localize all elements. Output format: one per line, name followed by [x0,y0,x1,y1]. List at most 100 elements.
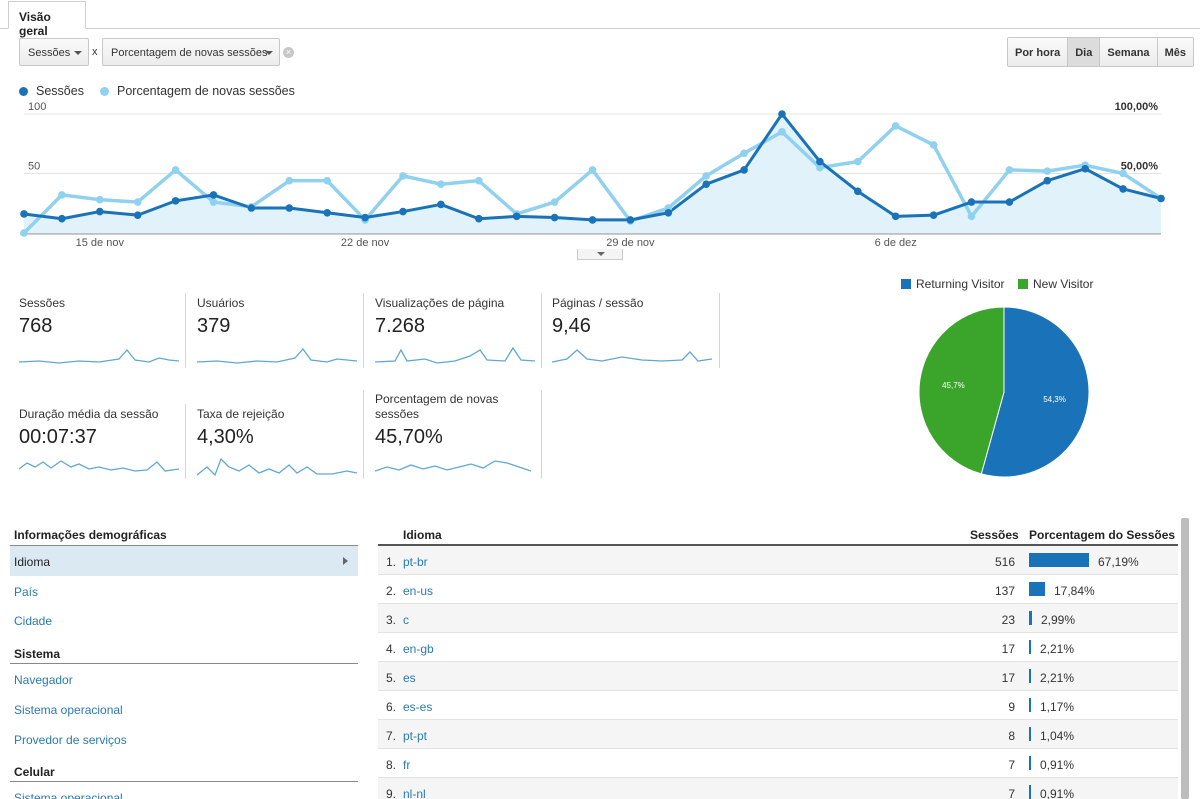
tab-overview[interactable]: Visão geral [8,1,86,38]
divider [185,293,186,368]
metric-avg-session-duration[interactable]: Duração média da sessão 00:07:37 [19,407,189,477]
legend-sessions[interactable]: Sessões [19,84,84,98]
legend-returning-visitor[interactable]: Returning Visitor [901,277,1005,291]
metric-value: 768 [19,315,53,337]
metric-pageviews[interactable]: Visualizações de página 7.268 [375,296,545,366]
table-row[interactable]: 4. en-gb 17 2,21% [378,633,1178,662]
language-link[interactable]: nl-nl [403,787,426,799]
sparkline [552,349,712,363]
language-link[interactable]: es [403,671,416,685]
metric-label: Visualizações de página [375,296,505,310]
data-point-sessions [475,214,483,223]
row-number: 2. [386,584,397,598]
column-header-sessions[interactable]: Sessões [970,528,1019,542]
language-link[interactable]: pt-pt [403,729,428,743]
language-link[interactable]: fr [403,758,411,772]
nav-item-city[interactable]: Cidade [14,614,53,628]
metric-users[interactable]: Usuários 379 [197,296,367,366]
x-axis-tick-label: 15 de nov [76,237,125,249]
chart-collapse-handle[interactable] [577,249,623,260]
metric-bounce-rate[interactable]: Taxa de rejeição 4,30% [197,407,367,477]
period-toggle: Por hora Dia Semana Mês [1007,37,1194,67]
metric-value: 9,46 [552,315,591,337]
row-number: 6. [386,700,397,714]
chevron-down-icon [265,51,273,55]
pie-slice-label: 54,3% [1043,395,1066,404]
legend-swatch-icon [1018,279,1028,289]
legend-new-sessions[interactable]: Porcentagem de novas sessões [100,84,295,98]
table-row[interactable]: 1. pt-br 516 67,19% [378,546,1178,575]
language-link[interactable]: en-gb [403,642,434,656]
row-number: 4. [386,642,397,656]
period-button-day[interactable]: Dia [1068,38,1101,66]
chevron-right-icon [343,557,348,565]
metric-pages-per-session[interactable]: Páginas / sessão 9,46 [552,296,722,366]
series-dot-icon [19,86,28,96]
y-axis-tick-label: 100 [28,101,46,113]
language-link[interactable]: es-es [403,700,433,714]
table-row[interactable]: 2. en-us 137 17,84% [378,575,1178,604]
divider [10,545,358,546]
data-point-new-sessions [399,172,407,180]
visitor-type-pie-chart[interactable]: 54,3% 45,7% [915,305,1095,485]
divider [363,293,364,368]
data-point-sessions [20,210,28,218]
x-axis-tick-label: 22 de nov [341,237,390,249]
nav-item-service-provider[interactable]: Provedor de serviços [14,733,127,747]
language-link[interactable]: pt-br [403,555,428,569]
share-bar [1029,785,1031,799]
x-axis-tick-label: 29 de nov [606,237,655,249]
table-row[interactable]: 5. es 17 2,21% [378,662,1178,691]
column-header-language[interactable]: Idioma [403,528,442,542]
metric-value: 4,30% [197,426,254,448]
sparkline [375,460,532,472]
data-point-sessions [1043,176,1052,185]
table-row[interactable]: 7. pt-pt 8 1,04% [378,720,1178,749]
data-point-new-sessions [740,149,748,158]
scrollbar[interactable] [1181,518,1189,799]
table-row[interactable]: 9. nl-nl 7 0,91% [378,778,1178,799]
metric-value: 7.268 [375,315,426,337]
data-point-new-sessions [816,163,824,172]
divider [185,404,186,479]
clear-icon[interactable]: × [283,47,294,58]
row-number: 9. [386,787,397,799]
sessions-value: 7 [1008,758,1015,772]
divider [10,663,358,664]
data-point-sessions [247,204,256,212]
data-point-new-sessions [96,195,104,204]
period-button-week[interactable]: Semana [1100,38,1158,66]
table-row[interactable]: 8. fr 7 0,91% [378,749,1178,778]
language-link[interactable]: en-us [403,584,434,598]
table-row[interactable]: 6. es-es 9 1,17% [378,691,1178,720]
sparkline [19,348,179,364]
nav-item-mobile-os[interactable]: Sistema operacional [14,791,123,799]
legend-new-visitor[interactable]: New Visitor [1018,277,1093,291]
share-percent: 2,21% [1040,671,1075,685]
pie-slice [918,306,1005,475]
table-row[interactable]: 3. c 23 2,99% [378,604,1178,633]
secondary-metric-select[interactable]: Porcentagem de novas sessões [102,38,280,66]
legend-label: Returning Visitor [916,277,1005,291]
period-button-hour[interactable]: Por hora [1008,38,1069,66]
share-bar [1029,756,1031,770]
sessions-line-chart[interactable]: 100 50 100,00% 50,00% 15 de nov 22 de nov 29 d… [0,100,1200,250]
language-link[interactable]: c [403,613,409,627]
data-point-sessions [323,208,332,217]
primary-metric-select[interactable]: Sessões [19,38,89,66]
period-button-month[interactable]: Mês [1157,38,1193,66]
sparkline [197,457,357,477]
nav-item-language[interactable]: Idioma [10,546,358,576]
sparkline [19,460,179,472]
column-header-session-share[interactable]: Porcentagem do Sessões [1029,528,1176,542]
nav-item-country[interactable]: País [14,585,39,599]
nav-item-operating-system[interactable]: Sistema operacional [14,703,123,717]
pie-slice [980,306,1090,478]
metric-new-sessions-pct[interactable]: Porcentagem de novas sessões 45,70% [375,392,545,477]
nav-item-browser[interactable]: Navegador [14,673,73,687]
data-point-sessions [399,207,407,216]
share-percent: 0,91% [1040,787,1075,799]
data-point-new-sessions [1005,166,1014,174]
divider [719,293,720,368]
metric-sessions[interactable]: Sessões 768 [19,296,189,366]
